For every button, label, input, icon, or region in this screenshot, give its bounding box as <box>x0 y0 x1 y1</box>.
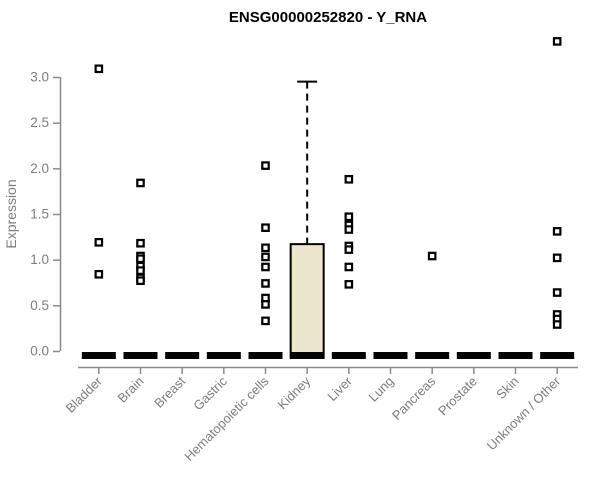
y-tick-label: 0.0 <box>30 344 49 359</box>
outlier-point <box>552 227 562 236</box>
median-bar <box>540 352 575 359</box>
x-tick-label: Breast <box>151 373 188 410</box>
x-tick-label: Unknown / Other <box>484 373 564 453</box>
outlier-point <box>136 178 145 188</box>
outlier-point <box>552 37 562 46</box>
x-tick-label: Lung <box>366 374 397 405</box>
median-bar <box>123 352 158 359</box>
median-bar <box>373 352 408 359</box>
outlier-point <box>427 251 437 261</box>
median-bar <box>248 352 283 359</box>
outlier-point <box>136 238 145 248</box>
y-tick-label: 0.5 <box>30 298 49 313</box>
y-tick-label: 1.5 <box>30 207 49 222</box>
outlier-point <box>552 253 562 263</box>
median-bar <box>290 352 325 359</box>
x-tick-label: Gastric <box>190 373 230 413</box>
x-tick-label: Pancreas <box>389 373 439 423</box>
x-tick-label: Kidney <box>275 373 314 412</box>
outlier-point <box>94 64 104 74</box>
outlier-point <box>344 212 354 222</box>
outlier-point <box>344 262 354 272</box>
outlier-point <box>261 300 270 309</box>
outlier-point <box>552 288 562 297</box>
y-tick-label: 1.0 <box>30 252 49 267</box>
outlier-point <box>344 280 354 289</box>
outlier-point <box>261 243 270 253</box>
outlier-point <box>136 276 145 285</box>
outlier-point <box>261 279 270 288</box>
median-bar <box>81 352 116 359</box>
median-bar <box>165 352 200 359</box>
box <box>289 243 325 360</box>
outlier-point <box>261 316 270 326</box>
x-tick-label: Brain <box>115 374 147 406</box>
outlier-point <box>94 238 104 247</box>
median-bar <box>331 352 366 359</box>
y-tick-label: 2.5 <box>30 115 49 130</box>
outlier-point <box>261 262 270 272</box>
outlier-point <box>344 225 354 234</box>
outlier-point <box>261 223 270 233</box>
outlier-point <box>136 266 145 275</box>
outlier-point <box>136 254 145 264</box>
outlier-point <box>552 320 562 329</box>
x-tick-label: Liver <box>324 373 355 404</box>
outlier-point <box>344 174 354 184</box>
chart-title: ENSG00000252820 - Y_RNA <box>229 9 427 26</box>
outlier-point <box>261 161 270 170</box>
y-axis-title: Expression <box>3 179 19 248</box>
outlier-point <box>261 252 270 262</box>
plot-area: 0.0 0.5 1.0 1.5 2.0 2.5 3.0 Bladder Brain Breast G… <box>30 37 578 464</box>
outlier-point <box>94 269 104 279</box>
y-tick-label: 2.0 <box>30 161 49 176</box>
outlier-point <box>344 245 354 254</box>
y-tick-label: 3.0 <box>30 70 49 85</box>
x-tick-label: Bladder <box>63 373 106 416</box>
median-bar <box>415 352 450 359</box>
median-bar <box>206 352 241 359</box>
x-tick-label: Skin <box>493 374 521 402</box>
x-tick-label: Prostate <box>435 374 480 419</box>
median-bar <box>456 352 491 359</box>
median-bar <box>498 352 533 359</box>
